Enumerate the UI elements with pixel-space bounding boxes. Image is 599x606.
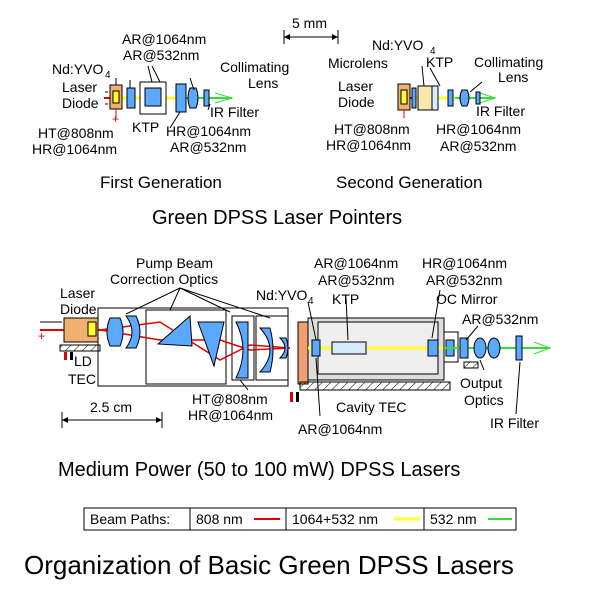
label-hr1064-right-2: HR@1064nm bbox=[436, 121, 521, 137]
label-microlens: Microlens bbox=[328, 55, 388, 71]
label-mid-ndyvo4-sub: 4 bbox=[308, 296, 314, 307]
label-hr1064: HR@1064nm bbox=[32, 141, 117, 157]
label-mid-ar1064: AR@1064nm bbox=[314, 255, 398, 271]
label-mid-laser: Laser bbox=[60, 285, 95, 301]
label-laser-2: Laser bbox=[338, 78, 373, 94]
label-laser: Laser bbox=[62, 79, 97, 95]
beam-paths-legend: Beam Paths: 808 nm 1064+532 nm 532 nm bbox=[83, 507, 517, 531]
label-ar1064: AR@1064nm bbox=[122, 31, 206, 47]
svg-text:+: + bbox=[38, 329, 45, 343]
first-generation-diagram: + AR@1064nm AR@532nm Nd:YVO 4 Laser Diod… bbox=[32, 31, 289, 192]
label-ir-filter-2: IR Filter bbox=[476, 103, 525, 119]
label-pump1: Pump Beam bbox=[136, 255, 213, 271]
label-ar532: AR@532nm bbox=[123, 47, 199, 63]
label-ndyvo4-sub: 4 bbox=[105, 70, 111, 81]
label-mid-ndyvo4: Nd:YVO bbox=[256, 287, 307, 303]
label-output: Output bbox=[460, 375, 502, 391]
label-mid-hr1064: HR@1064nm bbox=[422, 255, 507, 271]
label-cavity-tec: Cavity TEC bbox=[336, 399, 407, 415]
label-optics: Optics bbox=[464, 392, 504, 408]
label-diode-2: Diode bbox=[338, 94, 375, 110]
second-generation-diagram: Nd:YVO 4 Microlens KTP Collimating Lens … bbox=[326, 37, 543, 192]
label-collimating-2: Collimating bbox=[474, 54, 543, 70]
label-mid-ar532: AR@532nm bbox=[318, 272, 394, 288]
label-lens-2: Lens bbox=[498, 69, 528, 85]
label-oc-mirror: OC Mirror bbox=[436, 291, 498, 307]
page-title: Organization of Basic Green DPSS Lasers bbox=[24, 550, 514, 580]
label-mid-hr1064-b: HR@1064nm bbox=[188, 407, 273, 423]
label-hr1064-right: HR@1064nm bbox=[166, 123, 251, 139]
label-ir-filter: IR Filter bbox=[210, 104, 259, 120]
label-ndyvo4: Nd:YVO bbox=[52, 61, 103, 77]
caption-second-generation: Second Generation bbox=[336, 173, 483, 192]
section-title-pointers: Green DPSS Laser Pointers bbox=[152, 207, 402, 229]
label-ktp-2: KTP bbox=[426, 54, 453, 70]
label-scale-2-5cm: 2.5 cm bbox=[90, 399, 132, 415]
label-hr1064-2: HR@1064nm bbox=[326, 137, 411, 153]
label-diode: Diode bbox=[62, 95, 99, 111]
label-pump2: Correction Optics bbox=[110, 271, 218, 287]
label-tec: TEC bbox=[68, 371, 96, 387]
label-ld: LD bbox=[74, 353, 92, 369]
label-ht808: HT@808nm bbox=[38, 125, 114, 141]
laser-diode: + bbox=[105, 78, 123, 126]
legend-item-808: 808 nm bbox=[196, 511, 243, 527]
section-title-medium-power: Medium Power (50 to 100 mW) DPSS Lasers bbox=[58, 459, 460, 481]
label-ndyvo4-sub-2: 4 bbox=[430, 46, 436, 57]
label-mid-ktp: KTP bbox=[332, 291, 359, 307]
label-ar532-right-2: AR@532nm bbox=[440, 138, 516, 154]
caption-first-generation: First Generation bbox=[100, 173, 222, 192]
label-ndyvo4-2: Nd:YVO bbox=[372, 37, 423, 53]
label-mid-diode: Diode bbox=[60, 301, 97, 317]
scale-5mm-label: 5 mm bbox=[292, 15, 327, 31]
label-ar532-right: AR@532nm bbox=[170, 139, 246, 155]
legend-label: Beam Paths: bbox=[90, 511, 170, 527]
legend-item-532: 532 nm bbox=[430, 511, 477, 527]
label-ht808-2: HT@808nm bbox=[334, 121, 410, 137]
label-mid-ar532-b: AR@532nm bbox=[426, 272, 502, 288]
medium-power-diagram: + bbox=[38, 255, 552, 437]
label-mid-ar532-c: AR@532nm bbox=[462, 311, 538, 327]
svg-text:+: + bbox=[112, 112, 119, 126]
label-ktp: KTP bbox=[132, 119, 159, 135]
label-mid-ht808: HT@808nm bbox=[192, 391, 268, 407]
label-mid-ar1064-b: AR@1064nm bbox=[298, 421, 382, 437]
legend-item-1064-532: 1064+532 nm bbox=[292, 511, 378, 527]
label-collimating: Collimating bbox=[220, 59, 289, 75]
scale-5mm: 5 mm bbox=[283, 15, 339, 44]
label-mid-ir-filter: IR Filter bbox=[490, 415, 539, 431]
label-lens: Lens bbox=[248, 75, 278, 91]
